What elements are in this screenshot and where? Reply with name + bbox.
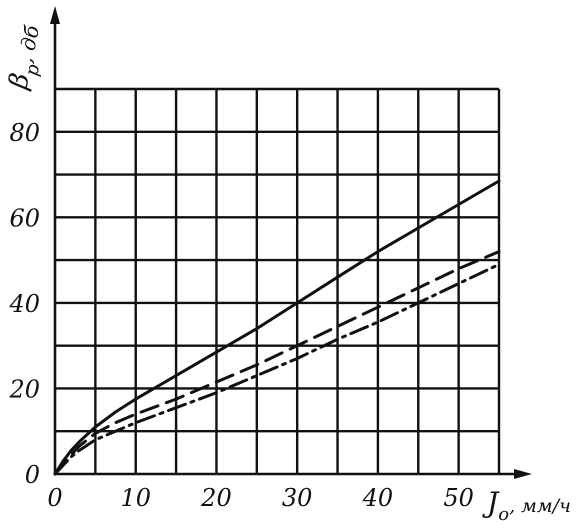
y-tick-label: 0: [25, 461, 40, 489]
y-axis-title-sub: p: [21, 62, 44, 78]
x-tick-label: 40: [362, 484, 394, 512]
x-axis-title: Jo, мм/ч: [482, 486, 571, 525]
y-tick-label: 20: [8, 375, 40, 403]
x-tick-label: 50: [443, 484, 474, 512]
series-lines: [53, 179, 501, 476]
y-axis-title-unit: , дб: [13, 23, 44, 66]
axes: [50, 6, 532, 479]
y-tick-label: 60: [9, 204, 40, 232]
y-tick-labels: 0 20 40 60 80: [8, 119, 40, 489]
series-line-dashed: [53, 250, 501, 476]
x-axis-title-main: J: [482, 486, 500, 519]
series-line-solid: [53, 179, 501, 476]
x-axis-arrow: [514, 469, 532, 479]
x-tick-label: 20: [200, 484, 232, 512]
y-axis-arrow: [50, 6, 60, 24]
y-axis-title: βp, дб: [3, 22, 52, 94]
x-tick-labels: 0 10 20 30 40 50: [47, 484, 474, 512]
x-tick-label: 30: [282, 484, 313, 512]
x-axis-title-sub: o: [498, 504, 509, 525]
series-line-dash-dot: [53, 262, 501, 476]
x-axis-title-unit: , мм/ч: [509, 495, 571, 517]
y-tick-label: 40: [8, 290, 40, 318]
y-tick-label: 80: [9, 119, 40, 147]
x-tick-label: 0: [47, 484, 62, 512]
x-tick-label: 10: [120, 484, 151, 512]
y-axis-title-main: β: [3, 71, 36, 93]
grid: [55, 87, 501, 474]
